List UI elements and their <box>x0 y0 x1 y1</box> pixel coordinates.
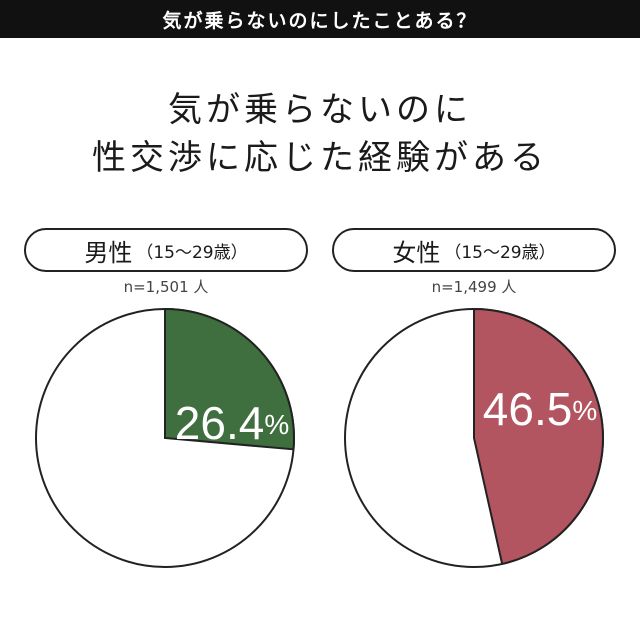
male-group-label: 男性 （15〜29歳） <box>24 228 308 272</box>
male-pie-slice <box>164 307 295 451</box>
female-pie-chart: 46.5% <box>344 307 604 568</box>
female-group-label: 女性 （15〜29歳） <box>332 228 616 272</box>
female-pie-slice <box>473 307 604 566</box>
headline: 気が乗らないのに 性交渉に応じた経験がある <box>0 86 640 182</box>
female-sample-size: n=1,499 人 <box>431 278 517 296</box>
banner-title: 気が乗らないのにしたことある？ <box>162 9 478 32</box>
top-banner: 気が乗らないのにしたことある？ <box>0 0 640 38</box>
female-age-range: （15〜29歳） <box>444 242 556 263</box>
male-age-range: （15〜29歳） <box>136 242 248 263</box>
female-percent-label: 46.5% <box>483 383 597 435</box>
female-group-name: 女性 <box>392 238 441 267</box>
headline-line-2: 性交渉に応じた経験がある <box>92 138 548 178</box>
headline-line-1: 気が乗らないのに <box>168 90 472 130</box>
male-group-name: 男性 <box>84 238 133 267</box>
male-pie-chart: 26.4% <box>35 307 295 568</box>
male-sample-size: n=1,501 人 <box>123 278 209 296</box>
male-percent-label: 26.4% <box>175 397 289 449</box>
